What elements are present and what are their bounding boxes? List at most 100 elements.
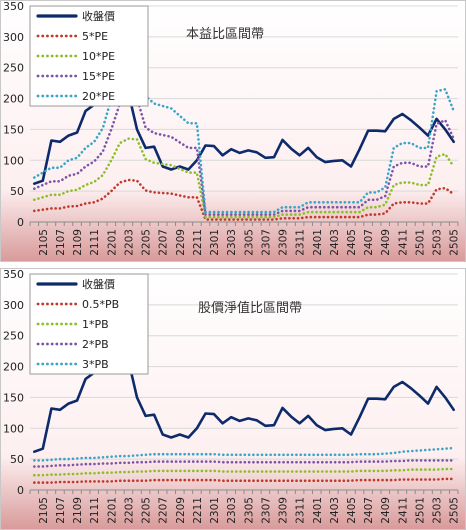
data-point — [282, 218, 283, 219]
data-point — [436, 118, 437, 119]
data-point — [171, 470, 172, 471]
data-point — [85, 147, 86, 148]
data-point — [34, 460, 35, 461]
x-tick-label: 2111 — [89, 497, 101, 524]
data-point — [308, 454, 309, 455]
data-point — [410, 120, 411, 121]
x-tick-label: 2403 — [329, 229, 341, 256]
data-point — [316, 207, 317, 208]
data-point — [42, 209, 43, 210]
data-point — [256, 462, 257, 463]
data-point — [333, 212, 334, 213]
data-point — [34, 188, 35, 189]
data-point — [359, 480, 360, 481]
data-point — [436, 469, 437, 470]
data-point — [213, 470, 214, 471]
series-group — [32, 446, 456, 462]
data-point — [85, 378, 86, 379]
data-point — [316, 157, 317, 158]
data-point — [385, 204, 386, 205]
data-point — [436, 449, 437, 450]
data-point — [256, 480, 257, 481]
data-point — [76, 464, 77, 465]
data-point — [59, 474, 60, 475]
y-tick-label: 300 — [3, 31, 24, 44]
legend-label: 0.5*PB — [82, 298, 119, 311]
data-point — [51, 482, 52, 483]
data-point — [368, 470, 369, 471]
pb-band-chart-panel: 0 50 100 150 200 250 300 350 2105 2107 2109 2111 220… — [0, 268, 466, 530]
data-point — [154, 192, 155, 193]
data-point — [410, 182, 411, 183]
series-group — [32, 467, 456, 477]
data-point — [445, 120, 446, 121]
data-point — [427, 469, 428, 470]
data-point — [68, 481, 69, 482]
data-point — [231, 462, 232, 463]
data-point — [265, 216, 266, 217]
data-point — [136, 180, 137, 181]
data-point — [179, 461, 180, 462]
data-point — [68, 473, 69, 474]
data-point — [265, 471, 266, 472]
data-point — [316, 462, 317, 463]
data-point — [59, 465, 60, 466]
data-point — [376, 192, 377, 193]
data-point — [290, 214, 291, 215]
data-point — [385, 453, 386, 454]
data-point — [154, 103, 155, 104]
data-point — [145, 127, 146, 128]
data-point — [128, 179, 129, 180]
data-point — [179, 195, 180, 196]
data-point — [393, 460, 394, 461]
data-point — [231, 212, 232, 213]
data-point — [256, 214, 257, 215]
data-point — [359, 417, 360, 418]
chart-title: 股價淨值比區間帶 — [198, 300, 302, 316]
data-point — [248, 418, 249, 419]
data-point — [51, 208, 52, 209]
x-tick-label: 2107 — [55, 229, 67, 256]
data-point — [111, 129, 112, 130]
y-tick-label: 350 — [3, 0, 24, 13]
data-point — [325, 471, 326, 472]
data-point — [265, 219, 266, 220]
x-tick-label: 2207 — [158, 497, 170, 524]
data-point — [196, 454, 197, 455]
data-point — [368, 214, 369, 215]
data-point — [145, 480, 146, 481]
data-point — [196, 147, 197, 148]
x-tick-label: 2109 — [72, 497, 84, 524]
data-point — [273, 212, 274, 213]
data-point — [299, 214, 300, 215]
legend-label: 1*PB — [82, 318, 109, 331]
x-tick-label: 2307 — [260, 229, 272, 256]
x-tick-label: 2301 — [209, 229, 221, 256]
data-point — [42, 475, 43, 476]
data-point — [265, 157, 266, 158]
data-point — [316, 212, 317, 213]
data-point — [102, 472, 103, 473]
data-point — [51, 459, 52, 460]
data-point — [299, 218, 300, 219]
data-point — [102, 481, 103, 482]
data-point — [136, 397, 137, 398]
data-point — [213, 480, 214, 481]
data-point — [179, 142, 180, 143]
data-point — [76, 173, 77, 174]
data-point — [308, 147, 309, 148]
data-point — [368, 199, 369, 200]
x-tick-label: 2207 — [158, 229, 170, 256]
data-point — [231, 454, 232, 455]
series-line — [32, 137, 456, 219]
data-point — [299, 207, 300, 208]
data-point — [290, 148, 291, 149]
data-point — [359, 216, 360, 217]
x-tick-label: 2409 — [380, 497, 392, 524]
data-point — [102, 174, 103, 175]
series-line — [32, 446, 456, 462]
y-tick-label: 250 — [3, 330, 24, 343]
data-point — [308, 207, 309, 208]
data-point — [445, 397, 446, 398]
data-point — [205, 413, 206, 414]
